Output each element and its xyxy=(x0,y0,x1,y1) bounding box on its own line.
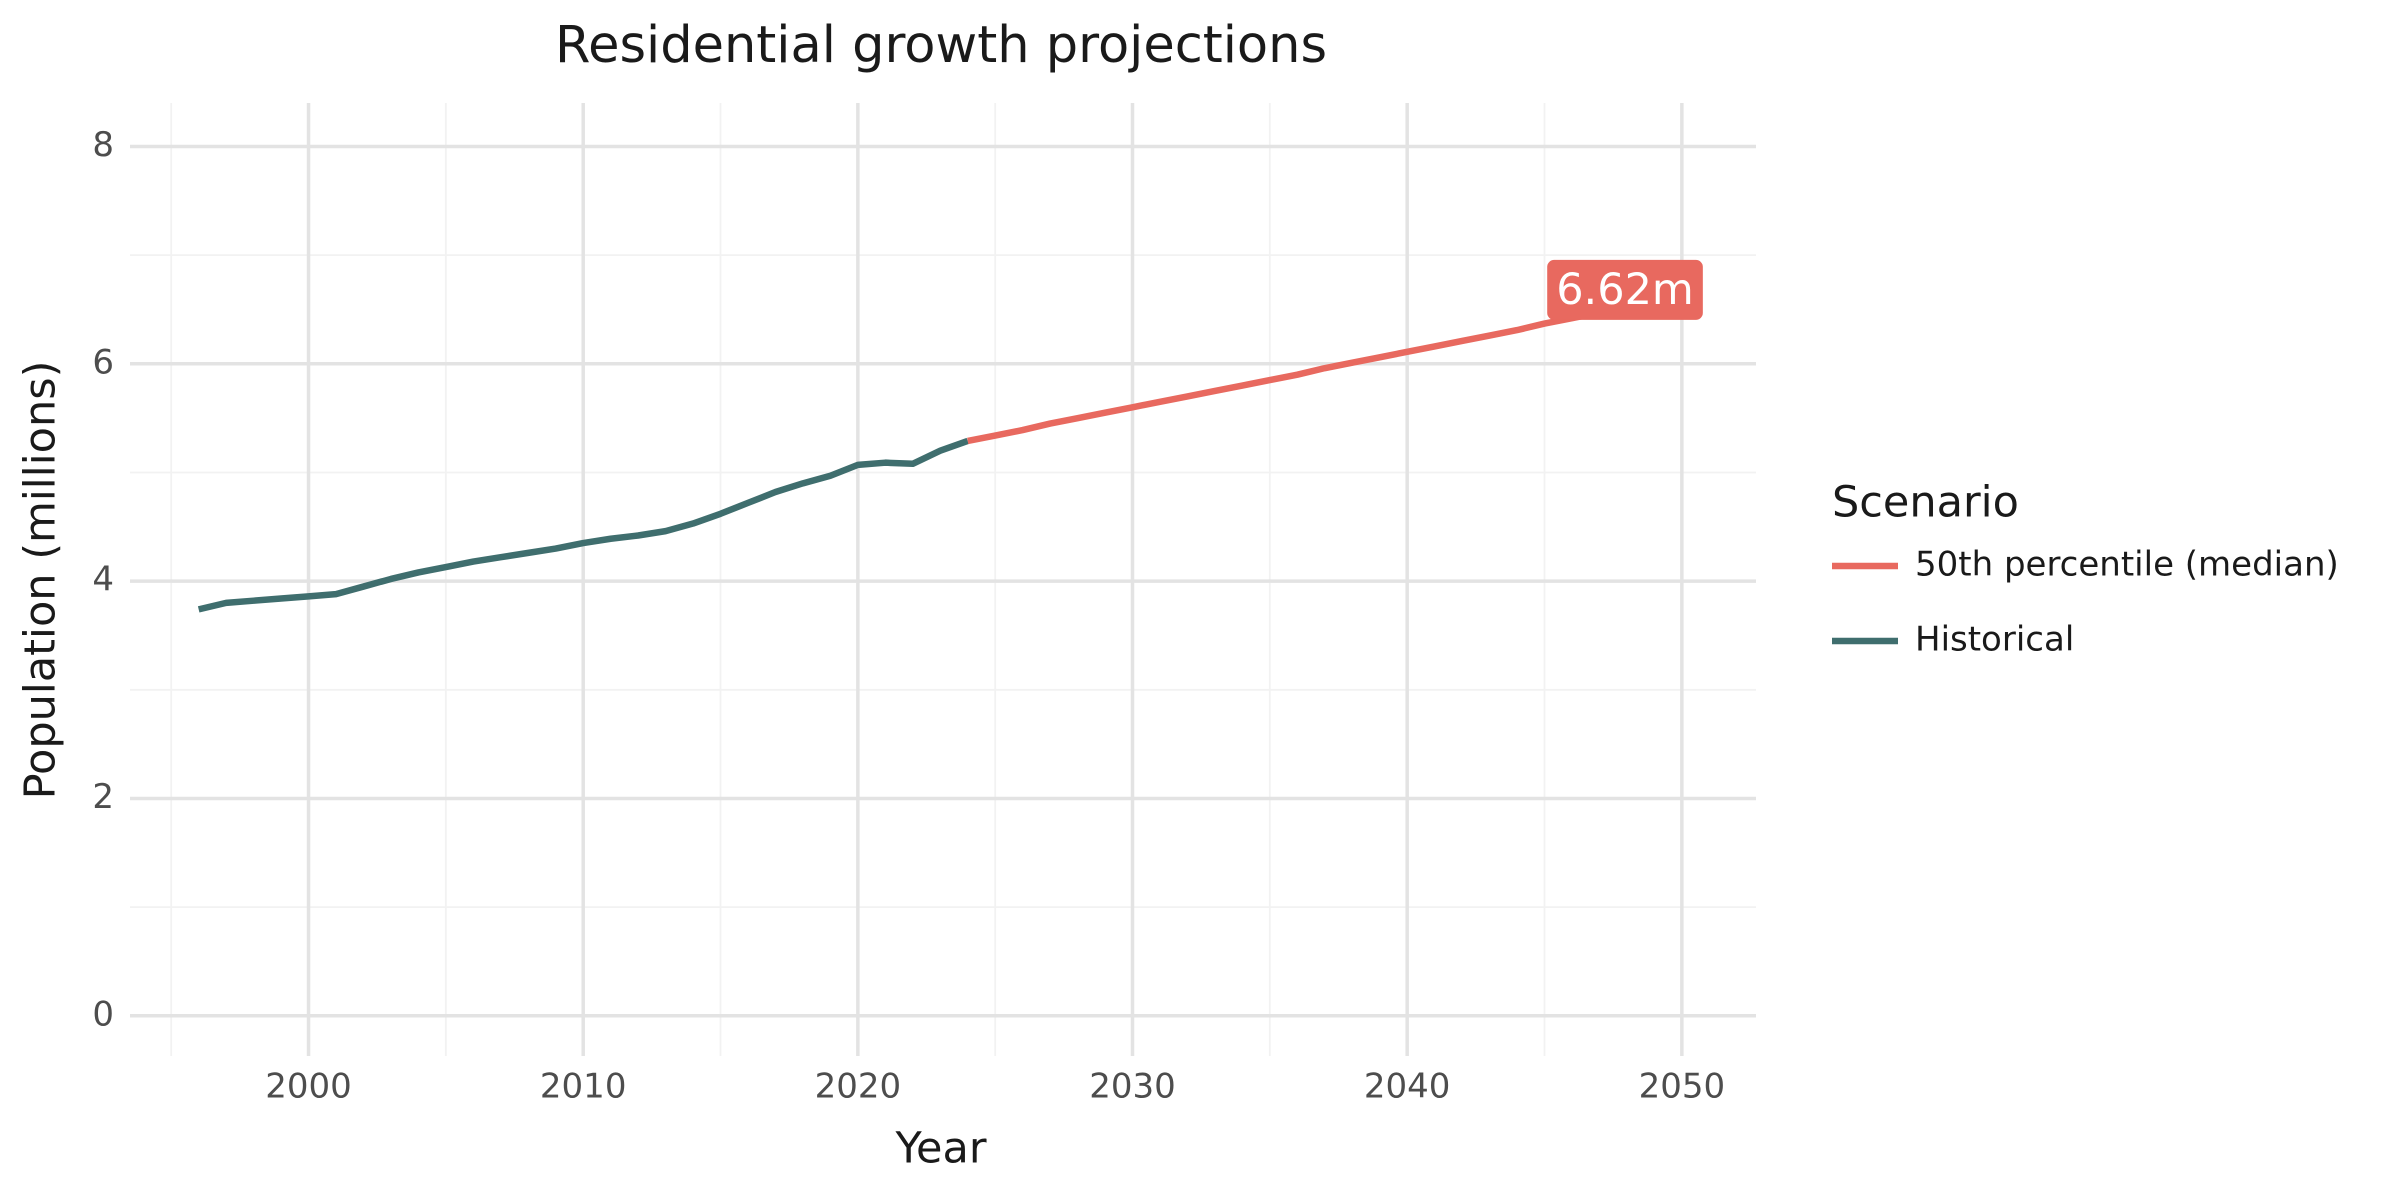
x-tick-label: 2040 xyxy=(1364,1067,1451,1107)
x-tick-label: 2020 xyxy=(815,1067,902,1107)
x-tick-label: 2000 xyxy=(265,1067,352,1107)
legend-label: 50th percentile (median) xyxy=(1915,545,2339,585)
legend-label: Historical xyxy=(1915,620,2074,660)
series-line xyxy=(197,437,969,613)
labels: 2000 2010 2020 2030 2040 2050 0 2 4 6 8 6.62m xyxy=(92,125,1725,1107)
y-axis-title: Population (millions) xyxy=(16,361,66,800)
y-tick-label: 4 xyxy=(92,560,114,600)
y-tick-label: 2 xyxy=(92,777,114,817)
x-tick-label: 2010 xyxy=(540,1067,627,1107)
grid xyxy=(130,103,1756,1056)
chart-title: Residential growth projections xyxy=(555,16,1327,75)
plot-lines xyxy=(197,293,1683,613)
series-line xyxy=(967,293,1683,445)
y-tick-label: 8 xyxy=(92,125,114,165)
x-tick-label: 2050 xyxy=(1639,1067,1726,1107)
y-tick-label: 6 xyxy=(92,342,114,382)
x-axis-title: Year xyxy=(894,1124,986,1174)
value-label-group: 6.62m xyxy=(1547,259,1703,320)
value-label-box xyxy=(1547,259,1703,320)
y-tick-label: 0 xyxy=(92,994,114,1034)
value-label: 6.62m xyxy=(1556,265,1694,315)
legend-title: Scenario xyxy=(1832,478,2019,528)
x-tick-label: 2030 xyxy=(1089,1067,1176,1107)
legend: Scenario 50th percentile (median) Histori… xyxy=(1832,478,2339,660)
